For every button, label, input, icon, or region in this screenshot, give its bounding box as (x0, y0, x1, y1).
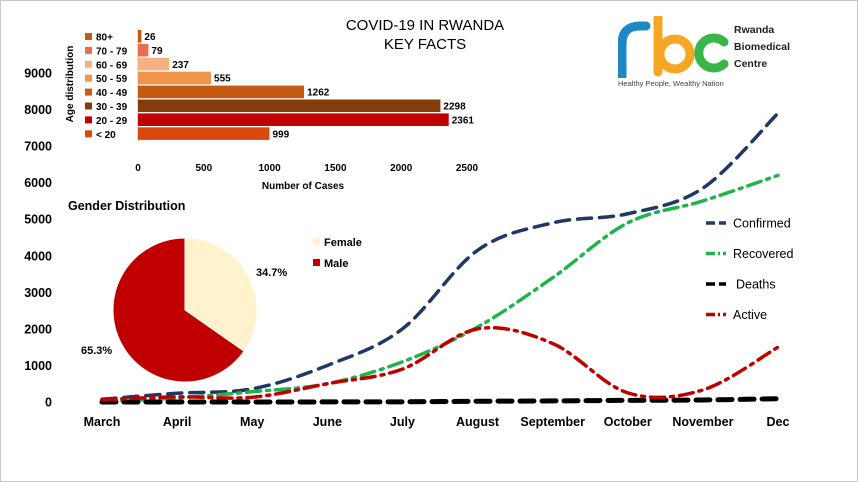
age-category-label: 40 - 49 (96, 88, 128, 99)
x-tick-label: Dec (767, 415, 790, 429)
y-tick-label: 0 (45, 396, 52, 410)
y-tick-label: 3000 (24, 286, 52, 300)
y-tick-label: 1000 (24, 359, 52, 373)
x-tick-label: July (390, 415, 415, 429)
age-category-label: < 20 (96, 130, 116, 141)
logo-tagline: Healthy People, Wealthy Nation (618, 79, 724, 88)
age-bar-value: 237 (172, 60, 189, 71)
age-legend-swatch (85, 116, 92, 124)
gender-pie-chart: 34.7% 65.3% Female Male (81, 237, 362, 383)
bar-x-tick-label: 500 (195, 163, 212, 174)
x-tick-label: August (456, 415, 500, 429)
age-bar-value: 555 (214, 74, 231, 85)
age-legend-swatch (85, 130, 92, 138)
legend-label: Recovered (733, 247, 793, 261)
y-tick-label: 4000 (24, 249, 52, 263)
pie-label-female: 34.7% (256, 267, 287, 279)
age-legend-swatch (85, 102, 92, 110)
age-legend-swatch (85, 88, 92, 96)
age-bar (138, 85, 305, 99)
series-line-confirmed (100, 111, 780, 402)
legend-label: Deaths (736, 278, 776, 292)
age-bar (138, 43, 149, 57)
x-tick-label: October (604, 415, 652, 429)
age-bar (138, 71, 212, 85)
pie-label-male: 65.3% (81, 345, 112, 357)
logo-name-line: Rwanda (734, 24, 775, 36)
legend-label: Active (733, 308, 767, 322)
bar-x-tick-label: 0 (135, 163, 141, 174)
pie-slice-female (184, 237, 258, 352)
rbc-logo-mark (617, 13, 729, 81)
logo-name-line: Centre (734, 58, 768, 70)
y-tick-label: 2000 (24, 322, 52, 336)
age-bar-value: 1262 (307, 88, 330, 99)
series-line-deaths (99, 396, 781, 405)
y-tick-label: 6000 (24, 176, 52, 190)
age-category-label: 70 - 79 (96, 46, 128, 57)
age-category-label: 60 - 69 (96, 60, 128, 71)
age-legend-swatch (85, 60, 92, 68)
age-bar-value: 2298 (443, 102, 466, 113)
pie-legend-swatch (313, 238, 320, 245)
age-bar (138, 57, 170, 71)
age-category-label: 50 - 59 (96, 74, 128, 85)
bar-y-axis-title: Age distribution (65, 46, 76, 123)
line-chart: 0100020003000400050006000700080009000Mar… (24, 67, 793, 430)
pie-legend-label: Male (324, 258, 348, 270)
age-bar (138, 99, 441, 113)
rbc-logo: Rwanda Biomedical Centre Healthy People,… (617, 13, 838, 96)
y-tick-label: 5000 (24, 213, 52, 227)
x-tick-label: May (240, 415, 264, 429)
bar-x-tick-label: 2000 (390, 163, 413, 174)
logo-name-line: Biomedical (734, 41, 791, 53)
title-line-1: COVID-19 IN RWANDA (345, 17, 505, 34)
bar-x-tick-label: 2500 (456, 163, 479, 174)
age-bar (138, 30, 142, 43)
pie-title: Gender Distribution (68, 199, 186, 213)
y-tick-label: 9000 (24, 67, 52, 81)
bar-x-axis-title: Number of Cases (262, 181, 345, 192)
page-title: COVID-19 IN RWANDA KEY FACTS (300, 16, 550, 54)
y-tick-label: 8000 (24, 103, 52, 117)
age-bar (138, 113, 449, 126)
bar-x-tick-label: 1500 (324, 163, 347, 174)
age-bar-value: 26 (144, 32, 156, 43)
series-line-active (100, 326, 780, 402)
age-category-label: 80+ (96, 33, 113, 44)
pie-legend-swatch (313, 259, 320, 266)
title-line-2: KEY FACTS (383, 36, 467, 53)
legend-label: Confirmed (733, 217, 791, 231)
age-bar-value: 79 (151, 46, 163, 57)
age-bar-value: 999 (272, 129, 289, 140)
x-tick-label: March (84, 415, 121, 429)
age-legend-swatch (85, 74, 92, 82)
age-bar-value: 2361 (452, 115, 475, 126)
logo-name: Rwanda Biomedical Centre (734, 22, 834, 73)
pie-legend-label: Female (324, 237, 362, 249)
age-legend-swatch (85, 46, 92, 54)
age-bar-chart: 80+ 26 70 - 79 79 60 - 69 237 50 - 59 555 40 - 4… (65, 28, 479, 192)
age-bar (138, 127, 270, 140)
x-tick-label: November (672, 415, 733, 429)
bar-x-tick-label: 1000 (258, 163, 281, 174)
x-tick-label: April (163, 415, 191, 429)
age-category-label: 20 - 29 (96, 116, 128, 127)
x-tick-label: June (313, 415, 342, 429)
age-category-label: 30 - 39 (96, 102, 128, 113)
pie-slice-male (112, 237, 245, 383)
y-tick-label: 7000 (24, 140, 52, 154)
age-legend-swatch (85, 33, 92, 40)
x-tick-label: September (520, 415, 585, 429)
